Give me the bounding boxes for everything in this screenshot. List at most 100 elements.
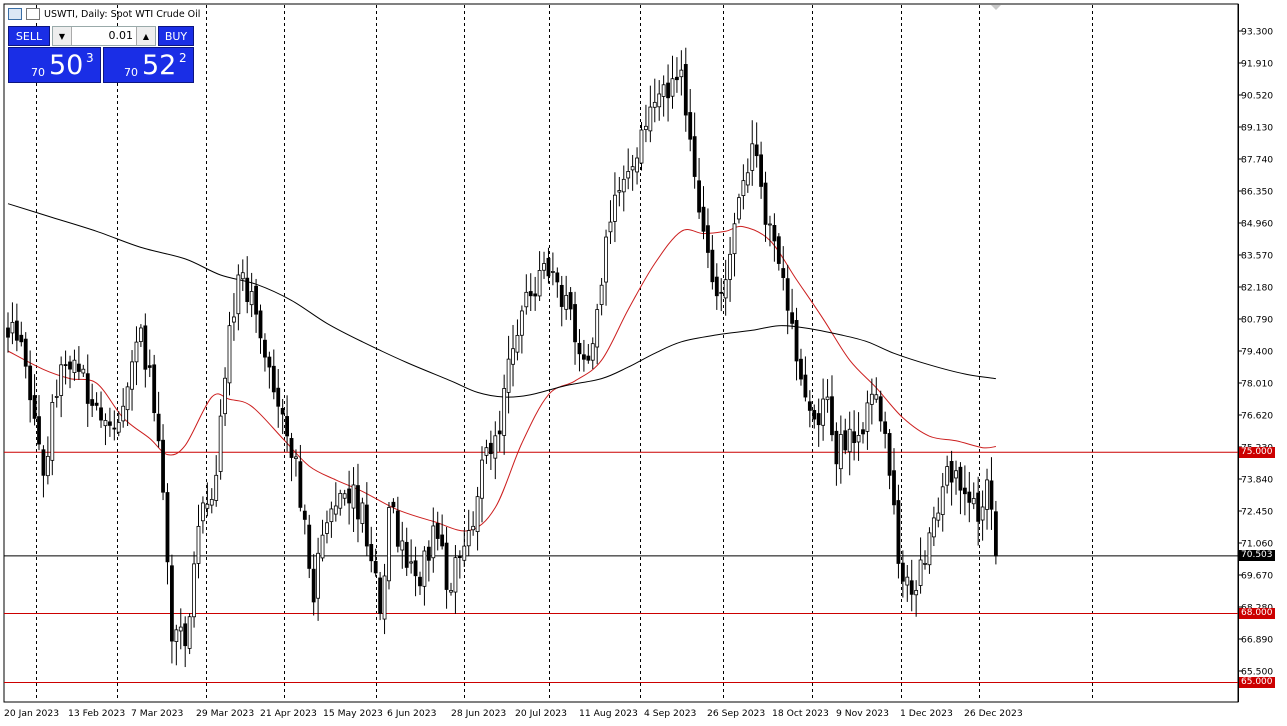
candle-body-down	[112, 427, 117, 430]
candle-body-down	[559, 284, 564, 307]
candle-body-down	[76, 363, 81, 372]
candle-body-up	[329, 508, 334, 523]
candle	[19, 321, 24, 347]
candle	[626, 148, 631, 190]
candle-body-down	[90, 399, 95, 406]
candle-body-up	[178, 626, 183, 632]
candle-body-down	[719, 291, 724, 294]
buy-button[interactable]: BUY	[158, 26, 194, 46]
candle-body-up	[45, 455, 50, 477]
candle	[45, 436, 50, 485]
candle-body-up	[116, 422, 121, 433]
candle-body-down	[68, 361, 72, 370]
candle	[152, 354, 157, 422]
candle-body-down	[156, 413, 161, 442]
candle	[670, 55, 675, 109]
candle	[838, 415, 843, 484]
candle	[41, 445, 46, 498]
candle	[679, 50, 684, 96]
x-tick-label: 1 Dec 2023	[900, 708, 953, 719]
candle	[559, 275, 564, 327]
candle-body-up	[493, 435, 498, 459]
chart-menu-icon[interactable]	[8, 8, 22, 20]
candle	[825, 379, 830, 413]
candle	[192, 551, 196, 628]
candle-body-down	[152, 364, 157, 414]
bid-prefix: 70	[31, 66, 45, 79]
candle	[515, 319, 520, 361]
candle-body-up	[205, 503, 210, 509]
candle-body-down	[271, 365, 276, 393]
candle-body-up	[453, 557, 458, 593]
candle	[772, 213, 777, 262]
candle	[613, 172, 617, 243]
candle	[183, 616, 188, 668]
lot-size-value[interactable]: 0.01	[108, 29, 134, 42]
candle	[316, 537, 321, 621]
candle-body-up	[511, 348, 515, 365]
candle-body-down	[586, 355, 591, 361]
candle	[759, 141, 763, 199]
candle	[869, 378, 874, 425]
candle-body-up	[174, 629, 179, 642]
candle	[582, 339, 586, 372]
candle-body-down	[759, 154, 763, 187]
candle	[555, 267, 560, 298]
candle	[285, 395, 289, 452]
candle-body-up	[931, 517, 936, 538]
candle-body-down	[426, 546, 431, 561]
lot-decrease-icon[interactable]: ▼	[53, 27, 72, 45]
candle	[958, 462, 963, 515]
symbol-icon[interactable]	[26, 8, 40, 20]
candle-body-up	[542, 263, 546, 271]
shift-marker-icon[interactable]	[991, 5, 1001, 10]
candle	[971, 482, 976, 510]
level-price-tag: 75.000	[1239, 446, 1275, 458]
candle-body-up	[338, 492, 343, 509]
candle-body-up	[192, 563, 196, 618]
candle	[617, 176, 622, 207]
candle	[546, 247, 551, 284]
candle	[72, 349, 77, 381]
candle-body-up	[971, 498, 976, 505]
lot-increase-icon[interactable]: ▲	[136, 27, 155, 45]
candle-body-up	[639, 129, 644, 164]
candle	[506, 335, 511, 414]
candle-body-down	[356, 485, 360, 520]
candle-body-down	[497, 430, 502, 435]
candle	[874, 377, 879, 403]
candle	[6, 312, 10, 353]
candle-body-down	[754, 144, 759, 157]
candle	[737, 193, 741, 224]
candle-body-down	[23, 338, 28, 367]
candle	[533, 276, 538, 311]
candle	[236, 264, 241, 331]
candle	[249, 272, 254, 318]
candle	[174, 624, 179, 666]
candle-body-down	[909, 580, 914, 595]
current-price-tag: 70.503	[1239, 550, 1275, 562]
sell-button[interactable]: SELL	[8, 26, 50, 46]
candle	[289, 432, 294, 482]
candle-body-up	[923, 562, 927, 565]
grid-lines	[36, 5, 1093, 701]
candle-body-down	[967, 491, 972, 503]
x-tick-label: 18 Oct 2023	[772, 708, 829, 719]
candle	[497, 410, 502, 452]
bid-price-box[interactable]: 70 50 3	[8, 47, 101, 83]
candle-body-down	[391, 501, 396, 508]
candle	[905, 565, 910, 602]
x-tick-label: 9 Nov 2023	[836, 708, 889, 719]
candle-body-down	[582, 354, 586, 360]
candle-body-down	[861, 429, 865, 435]
candle-body-up	[914, 590, 919, 596]
candle-body-up	[201, 502, 205, 522]
candle-body-down	[555, 272, 560, 283]
candle-body-up	[945, 466, 950, 486]
candle	[675, 57, 679, 93]
ask-price-box[interactable]: 70 52 2	[103, 47, 194, 83]
candle-body-up	[50, 402, 55, 461]
candle-body-down	[245, 277, 250, 302]
lot-size-field[interactable]: ▼ 0.01 ▲	[52, 26, 156, 46]
